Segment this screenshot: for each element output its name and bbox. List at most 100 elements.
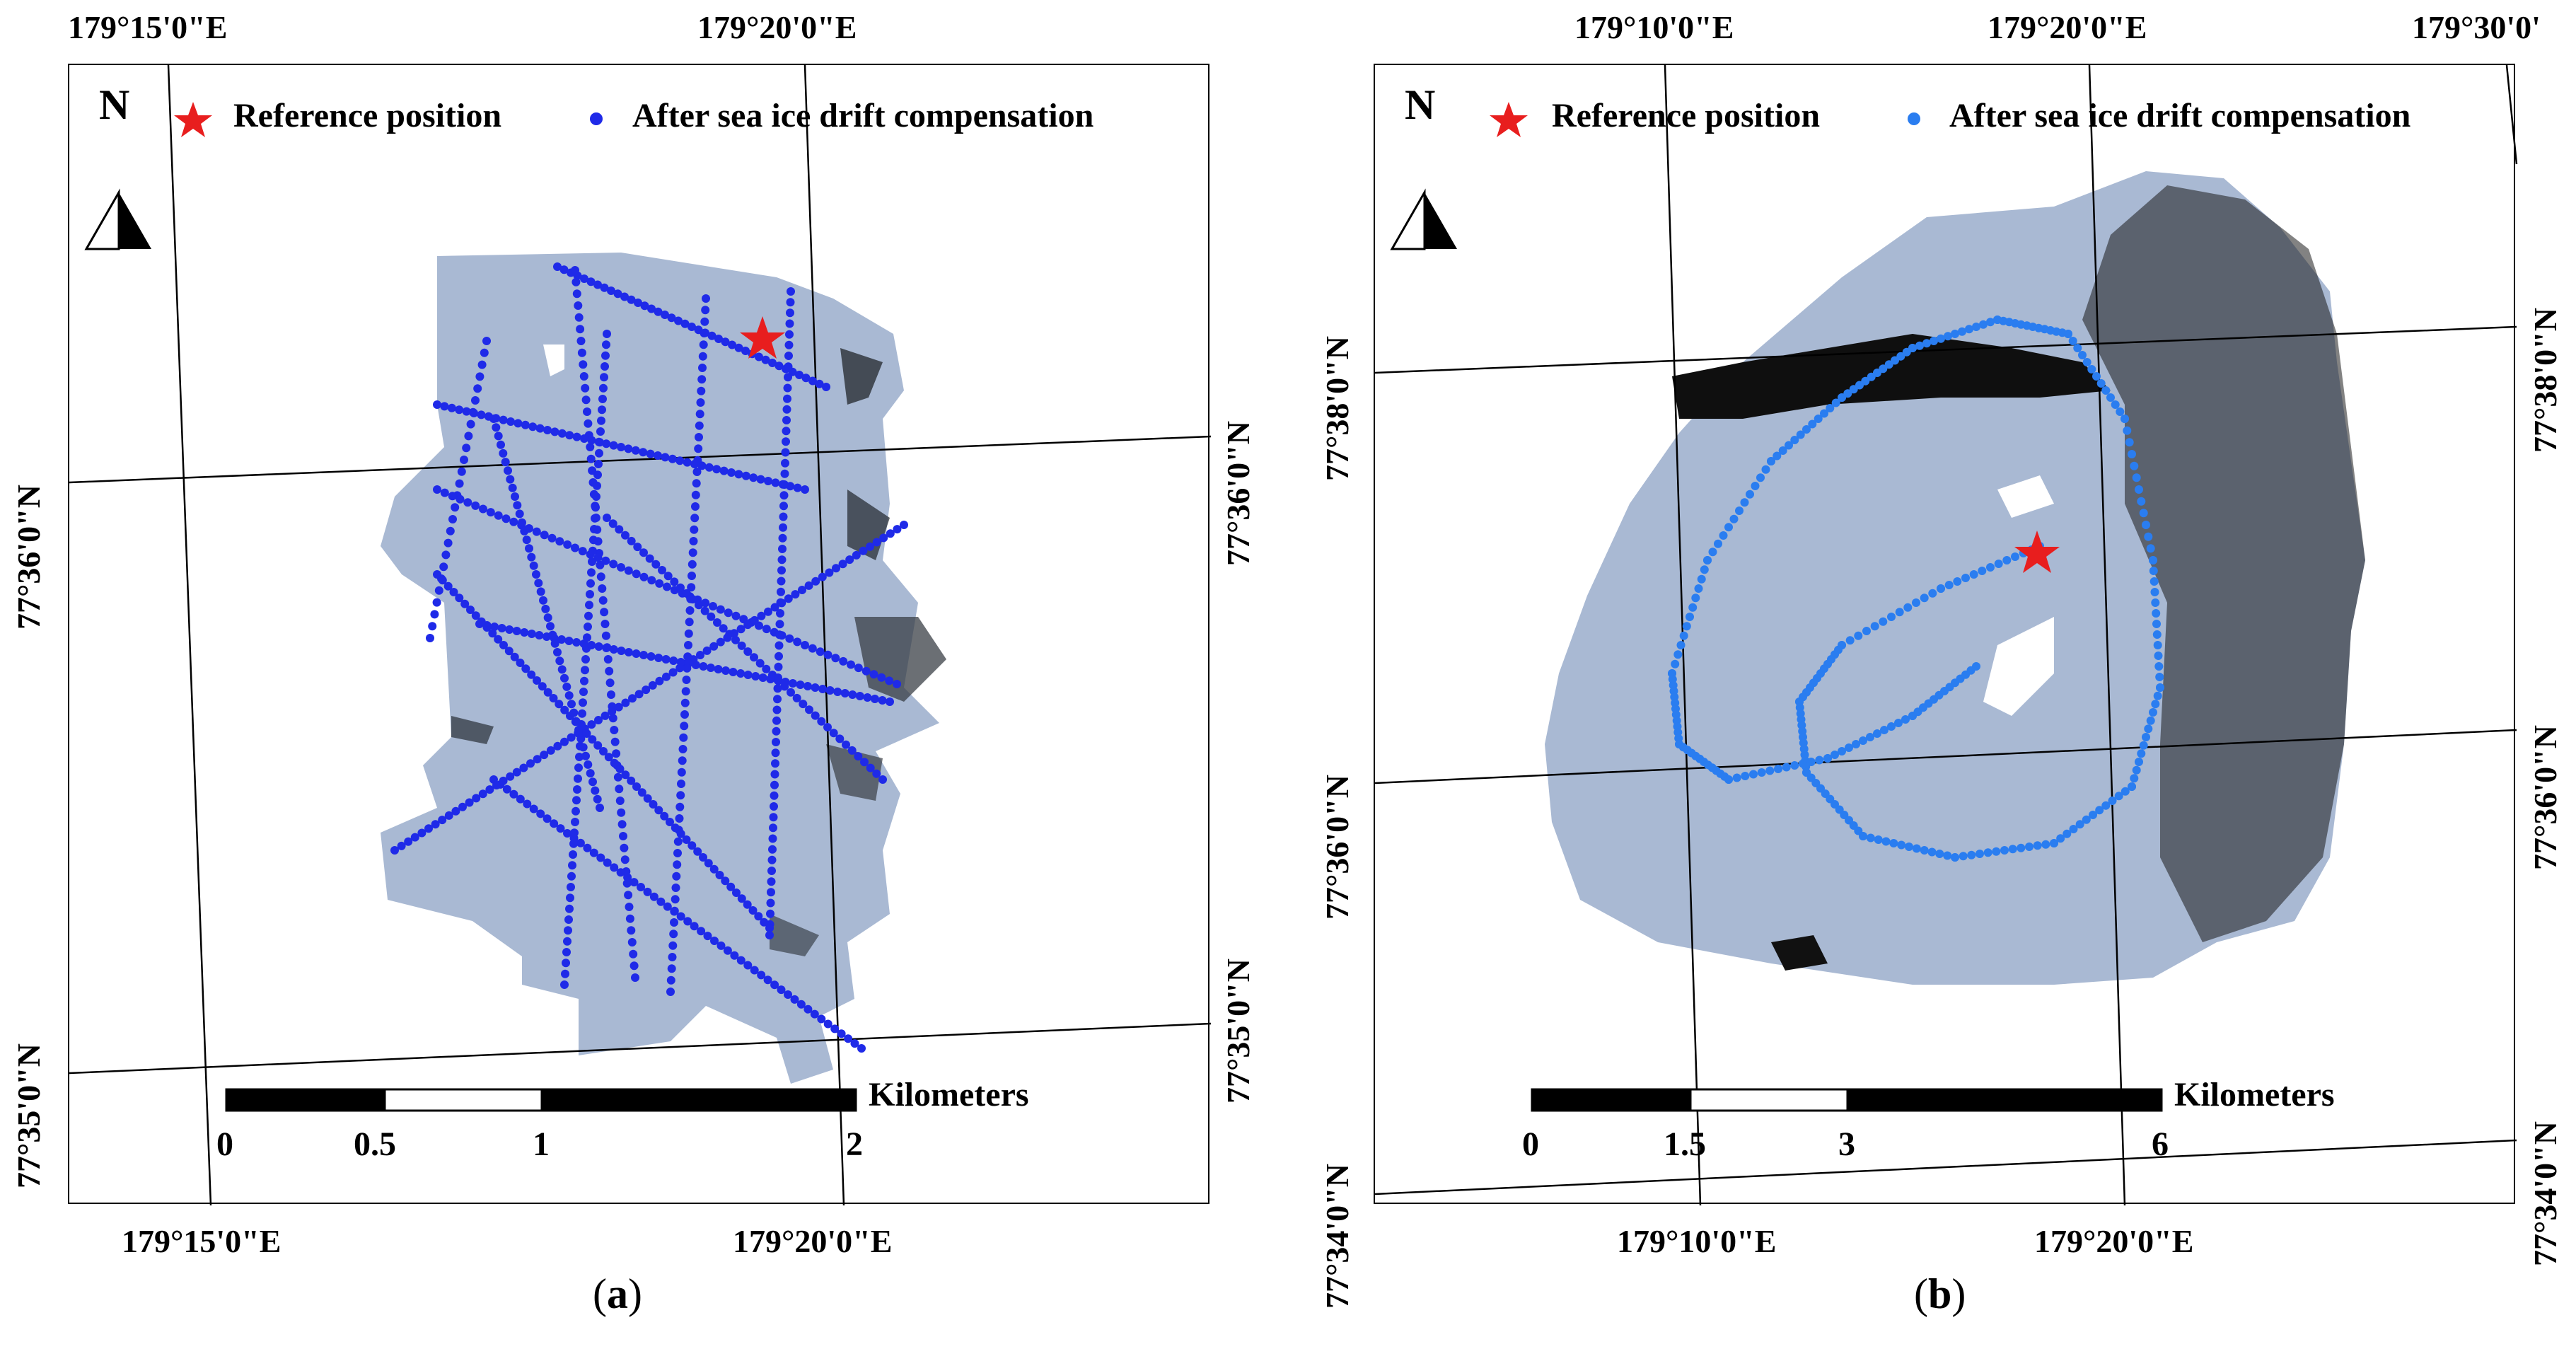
track-point-a xyxy=(619,832,627,840)
track-point-b xyxy=(2095,806,2104,815)
track-point-a xyxy=(784,373,792,382)
track-point-a xyxy=(546,622,555,631)
track-point-a xyxy=(600,283,609,292)
track-point-a xyxy=(471,396,480,405)
track-point-a xyxy=(449,588,458,596)
track-point-a xyxy=(886,697,894,706)
track-point-a xyxy=(678,745,687,753)
track-point-a xyxy=(769,823,777,833)
track-point-b xyxy=(1838,747,1846,755)
track-point-b xyxy=(2082,815,2091,824)
track-point-a xyxy=(527,630,536,638)
track-point-a xyxy=(676,912,685,921)
track-point-b xyxy=(1849,385,1858,394)
track-point-a xyxy=(488,629,497,638)
track-point-a xyxy=(830,1024,840,1034)
top-label-b-0: 179°10'0"E xyxy=(1574,9,1734,45)
track-point-b xyxy=(1757,768,1766,777)
track-point-a xyxy=(559,265,569,274)
track-point-a xyxy=(900,521,908,529)
track-point-a xyxy=(470,409,478,417)
track-point-a xyxy=(591,786,600,795)
scale-bar-a xyxy=(225,1088,857,1112)
track-point-a xyxy=(766,675,775,683)
track-point-b xyxy=(1852,740,1860,748)
legend-reference-label-a: Reference position xyxy=(233,97,502,134)
track-point-a xyxy=(581,395,591,405)
track-point-a xyxy=(601,631,610,640)
track-point-b xyxy=(1814,415,1823,423)
track-point-a xyxy=(562,948,571,956)
track-point-a xyxy=(576,734,586,743)
track-point-b xyxy=(1765,766,1775,775)
track-point-a xyxy=(506,475,515,484)
track-point-a xyxy=(661,655,671,664)
track-point-a xyxy=(424,824,433,833)
track-point-a xyxy=(533,755,542,764)
track-point-a xyxy=(707,612,716,621)
track-point-b xyxy=(2120,787,2130,796)
track-point-a xyxy=(872,769,881,778)
track-point-a xyxy=(811,683,820,692)
track-point-a xyxy=(743,961,753,970)
track-point-b xyxy=(2154,652,2163,660)
track-point-a xyxy=(410,833,419,842)
track-point-a xyxy=(615,784,624,794)
left-label-b-2: 77°34'0"N xyxy=(1319,1164,1355,1309)
track-point-a xyxy=(560,737,569,746)
track-point-a xyxy=(706,664,715,672)
track-point-b xyxy=(1967,850,1976,859)
track-point-a xyxy=(593,794,602,804)
legend-dot-icon-b xyxy=(1908,112,1920,125)
track-point-a xyxy=(691,661,700,669)
track-point-a xyxy=(866,763,875,772)
track-point-a xyxy=(512,627,521,635)
track-point-a xyxy=(777,985,786,995)
track-point-a xyxy=(669,930,678,939)
track-point-b xyxy=(1937,334,1945,343)
track-point-a xyxy=(440,402,449,411)
track-point-a xyxy=(603,514,611,522)
track-point-a xyxy=(609,560,618,569)
track-point-b xyxy=(1912,844,1921,853)
track-point-a xyxy=(601,556,610,565)
track-point-a xyxy=(791,590,800,599)
track-point-a xyxy=(631,973,639,982)
track-point-a xyxy=(603,655,613,664)
track-point-a xyxy=(777,577,786,586)
track-point-a xyxy=(477,410,486,419)
track-point-a xyxy=(557,429,567,438)
track-point-a xyxy=(455,405,464,415)
track-point-b xyxy=(2128,782,2136,791)
track-point-a xyxy=(588,777,597,787)
track-point-b xyxy=(2132,473,2141,482)
track-point-b xyxy=(1719,531,1728,540)
track-point-a xyxy=(774,662,783,671)
top-label-b-2: 179°30'0' xyxy=(2412,9,2541,45)
track-point-a xyxy=(589,848,598,857)
track-point-a xyxy=(543,426,552,434)
track-point-a xyxy=(702,646,712,655)
track-point-b xyxy=(2062,829,2072,838)
track-point-a xyxy=(581,751,590,760)
graticule-a xyxy=(69,64,1212,1206)
track-point-b xyxy=(2089,811,2097,819)
track-point-b xyxy=(2011,552,2019,561)
track-point-b xyxy=(2101,386,2111,395)
track-point-a xyxy=(540,531,549,540)
track-point-a xyxy=(687,560,697,569)
track-point-a xyxy=(697,386,706,395)
track-point-a xyxy=(615,765,625,773)
track-point-b xyxy=(2135,485,2143,494)
scale-tick-b-0: 0 xyxy=(1522,1125,1539,1163)
track-point-b xyxy=(2041,840,2050,849)
map-a-canvas xyxy=(69,64,1212,1206)
track-point-a xyxy=(649,892,658,901)
track-point-a xyxy=(707,331,716,340)
track-point-a xyxy=(784,352,793,360)
track-point-b xyxy=(2132,765,2141,775)
track-point-a xyxy=(601,351,610,360)
track-point-a xyxy=(775,630,784,639)
track-point-a xyxy=(801,641,809,649)
track-point-a xyxy=(774,641,784,650)
